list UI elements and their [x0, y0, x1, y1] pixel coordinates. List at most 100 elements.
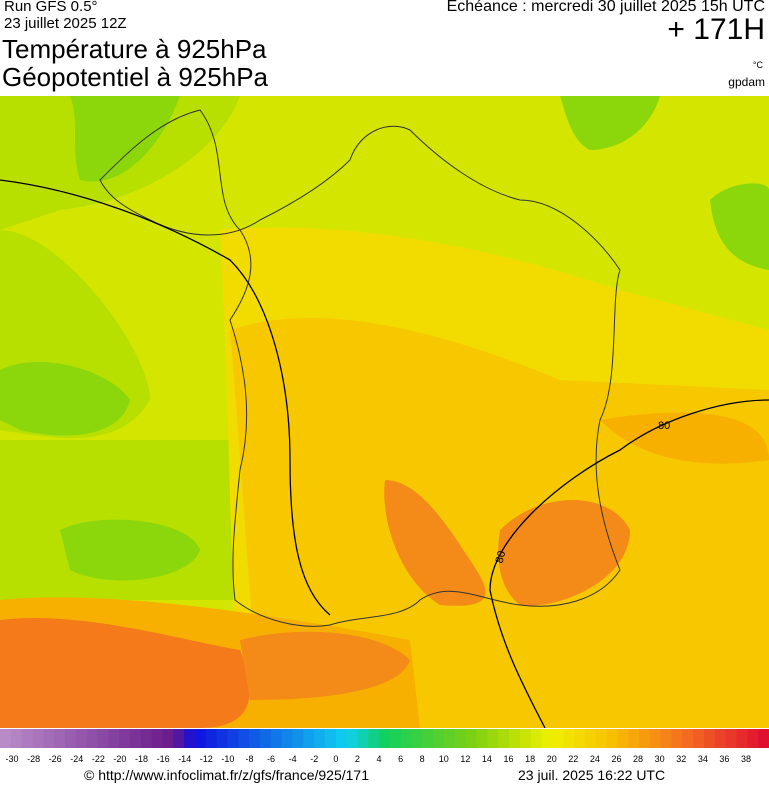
scale-label: 16 [504, 754, 514, 764]
scale-cell [0, 729, 12, 748]
scale-cell [411, 729, 423, 748]
scale-cell [509, 729, 521, 748]
scale-label: -8 [245, 754, 253, 764]
scale-cell [97, 729, 109, 748]
scale-cell [552, 729, 564, 748]
scale-cell [335, 729, 348, 748]
scale-label: -10 [221, 754, 234, 764]
scale-cell [454, 729, 467, 748]
scale-cell [617, 729, 629, 748]
scale-cell [487, 729, 499, 748]
scale-cell [368, 729, 380, 748]
scale-cell [173, 729, 185, 748]
scale-cell [324, 729, 337, 748]
scale-label: 18 [525, 754, 535, 764]
scale-cell [736, 729, 748, 748]
scale-label: -4 [289, 754, 297, 764]
scale-cell [758, 729, 769, 748]
scale-label: -26 [49, 754, 62, 764]
scale-label: 24 [590, 754, 600, 764]
field [384, 480, 486, 606]
scale-cell [140, 729, 153, 748]
scale-cell [671, 729, 683, 748]
field [600, 412, 769, 464]
field [498, 500, 630, 606]
field [60, 519, 200, 581]
scale-label: 6 [398, 754, 403, 764]
scale-label: -20 [113, 754, 126, 764]
scale-cell [465, 729, 478, 748]
scale-cell [162, 729, 174, 748]
scale-cell [747, 729, 759, 748]
footer-time: 23 juil. 2025 16:22 UTC [518, 767, 666, 783]
scale-label: -12 [200, 754, 213, 764]
scale-cell [216, 729, 228, 748]
scale-label: 28 [633, 754, 643, 764]
scale-cell [389, 729, 402, 748]
title: Température à 925hPa [2, 34, 267, 64]
scale-label: 26 [611, 754, 621, 764]
scale-cell [541, 729, 553, 748]
scale-cell [108, 729, 120, 748]
scale-cell [270, 729, 283, 748]
scale-cell [303, 729, 315, 748]
scale-label: -18 [135, 754, 148, 764]
scale-cell [32, 729, 44, 748]
scale-label: 34 [698, 754, 708, 764]
field [0, 617, 250, 728]
scale-cell [64, 729, 77, 748]
scale-cell [584, 729, 597, 748]
scale-label: 4 [376, 754, 381, 764]
scale-cell [628, 729, 640, 748]
scale-label: -6 [267, 754, 275, 764]
scale-label: 10 [439, 754, 449, 764]
scale-label: 38 [741, 754, 751, 764]
scale-cell [595, 729, 608, 748]
scale-cell [563, 729, 575, 748]
scale-label: 12 [460, 754, 470, 764]
valid-time: Echéance : mercredi 30 juillet 2025 15h … [446, 0, 765, 15]
scale-cell [400, 729, 413, 748]
color-scale: -30 -28 -26 -24 -22 -20 -18 -16 -14 -12 -10 -8 -6 -4-… [0, 729, 769, 764]
scale-cell [10, 729, 23, 748]
lead-time: + 171H [667, 13, 765, 46]
scale-label: 36 [719, 754, 729, 764]
scale-label: 32 [676, 754, 686, 764]
scale-label: 22 [568, 754, 578, 764]
scale-cell [704, 729, 716, 748]
scale-label: 2 [355, 754, 360, 764]
scale-cell [238, 729, 250, 748]
scale-label: 8 [420, 754, 425, 764]
contour-label: 80 [494, 550, 509, 565]
field [560, 96, 660, 150]
coastline [99, 109, 621, 627]
contour-label: 80 [658, 420, 670, 432]
scale-cell [205, 729, 218, 748]
scale-cell [682, 729, 694, 748]
scale-cell [184, 729, 196, 748]
scale-cell [292, 729, 304, 748]
scale-cell [259, 729, 272, 748]
scale-cell [75, 729, 88, 748]
scale-cell [476, 729, 488, 748]
run-date: 23 juillet 2025 12Z [4, 15, 127, 32]
scale-cell [606, 729, 618, 748]
unit: °C [752, 60, 763, 70]
scale-cell [249, 729, 261, 748]
scale-cell [530, 729, 543, 748]
title: Géopotentiel à 925hPa [2, 62, 268, 92]
scale-cell [281, 729, 293, 748]
scale-cell [422, 729, 434, 748]
field [0, 361, 130, 436]
contour [489, 399, 769, 728]
field [710, 183, 769, 270]
scale-label: -2 [310, 754, 318, 764]
scale-cell [227, 729, 239, 748]
scale-cell [574, 729, 586, 748]
scale-cell [346, 729, 358, 748]
scale-cell [714, 729, 727, 748]
scale-cell [54, 729, 66, 748]
scale-cell [639, 729, 651, 748]
